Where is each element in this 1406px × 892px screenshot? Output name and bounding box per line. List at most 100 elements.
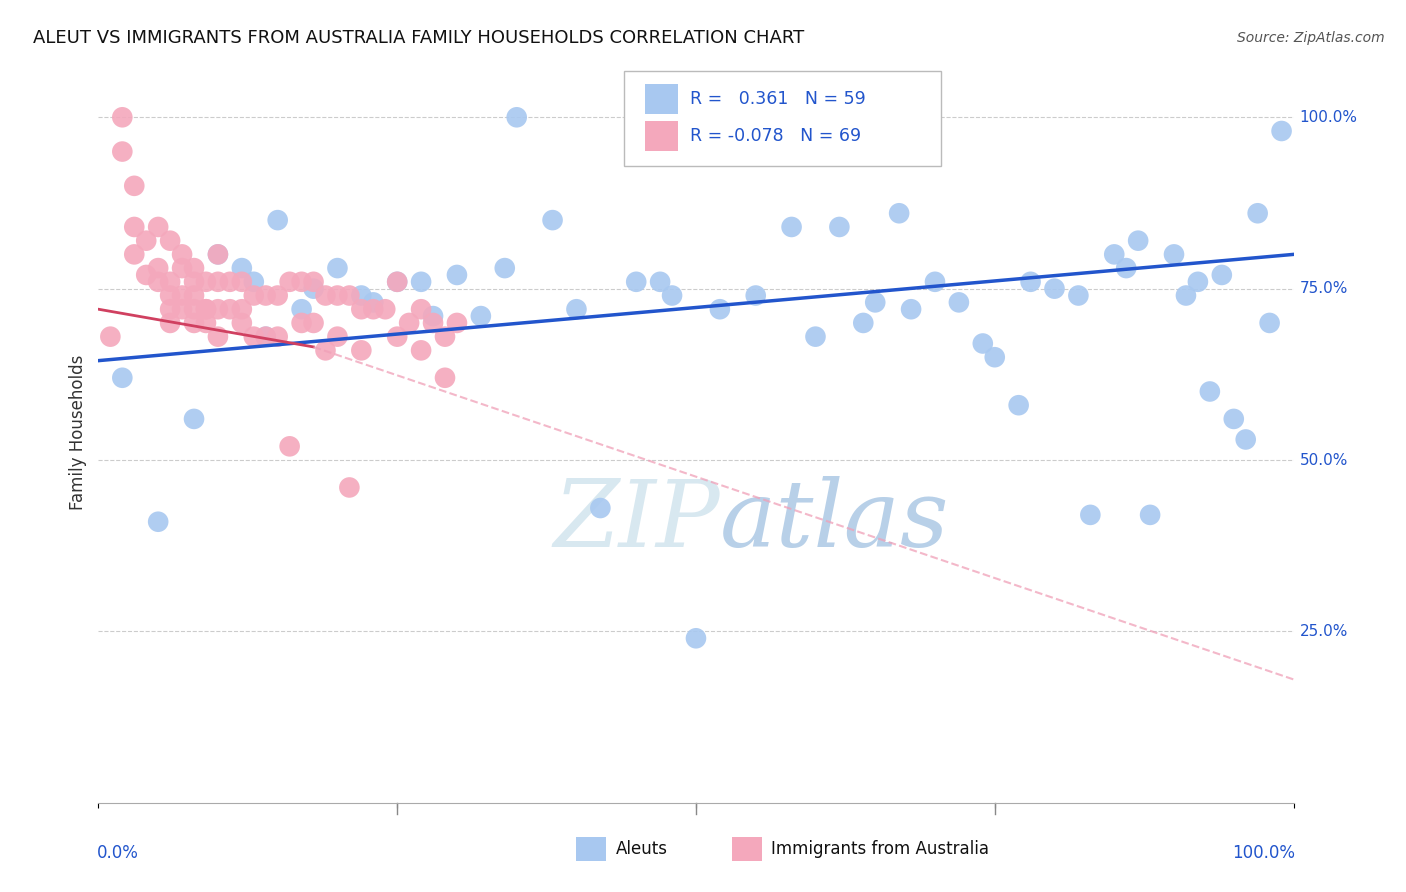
Point [326,261,349,276]
Point [254,329,277,343]
Point [267,329,290,343]
Point [159,288,181,302]
Point [183,261,205,276]
Point [148,515,170,529]
Point [350,302,373,317]
Point [984,350,1007,364]
Point [159,275,181,289]
Point [267,213,290,227]
Point [148,275,170,289]
Point [231,316,253,330]
Point [422,316,444,330]
Point [1128,234,1150,248]
Point [148,219,170,234]
Point [291,275,314,289]
Point [889,206,911,220]
Point [195,275,218,289]
FancyBboxPatch shape [644,121,678,151]
Point [506,110,529,124]
Point [661,288,683,302]
Point [1199,384,1222,399]
Point [374,302,396,317]
Point [828,219,851,234]
Point [254,288,277,302]
Point [565,302,588,317]
Point [745,288,768,302]
Point [195,316,218,330]
Point [1187,275,1209,289]
Point [363,302,385,317]
Point [207,275,229,289]
Point [326,288,349,302]
Text: 100.0%: 100.0% [1299,110,1358,125]
Point [446,316,468,330]
Point [315,343,337,358]
Text: ALEUT VS IMMIGRANTS FROM AUSTRALIA FAMILY HOUSEHOLDS CORRELATION CHART: ALEUT VS IMMIGRANTS FROM AUSTRALIA FAMIL… [32,29,804,47]
Point [470,309,492,323]
Text: Immigrants from Australia: Immigrants from Australia [772,839,990,858]
Point [1271,124,1294,138]
Point [1043,282,1066,296]
Y-axis label: Family Households: Family Households [69,355,87,510]
Point [172,288,194,302]
Text: 50.0%: 50.0% [1299,452,1348,467]
Point [1115,261,1137,276]
Point [124,219,146,234]
Point [291,316,314,330]
Point [494,261,516,276]
Point [195,302,218,317]
Point [446,268,468,282]
Point [183,275,205,289]
Point [1019,275,1042,289]
Text: 75.0%: 75.0% [1299,281,1348,296]
Point [231,261,253,276]
Point [195,302,218,317]
Point [1247,206,1270,220]
Text: 100.0%: 100.0% [1232,844,1295,862]
Point [172,261,194,276]
Point [422,309,444,323]
Point [363,295,385,310]
Point [385,275,409,289]
Text: ZIP: ZIP [553,476,720,566]
Point [315,288,337,302]
Point [924,275,946,289]
Point [1163,247,1185,261]
Point [243,288,266,302]
Point [124,247,146,261]
Point [1211,268,1233,282]
Point [434,371,457,385]
Point [339,288,361,302]
Point [411,275,433,289]
Point [219,275,242,289]
Point [398,316,420,330]
Point [1223,412,1246,426]
Point [111,110,134,124]
Point [207,329,229,343]
Point [183,316,205,330]
Point [852,316,875,330]
Point [207,247,229,261]
Point [302,275,325,289]
Point [411,343,433,358]
Text: Source: ZipAtlas.com: Source: ZipAtlas.com [1237,31,1385,45]
Point [291,302,314,317]
FancyBboxPatch shape [624,71,941,166]
Point [648,275,672,289]
Point [1080,508,1102,522]
Point [219,302,242,317]
Point [1258,316,1281,330]
Point [302,282,325,296]
Point [1067,288,1090,302]
Point [709,302,731,317]
Point [302,316,325,330]
Point [972,336,994,351]
FancyBboxPatch shape [644,84,678,113]
Point [1234,433,1257,447]
Point [339,480,361,494]
Point [148,261,170,276]
Point [111,145,134,159]
Point [350,343,373,358]
Point [541,213,564,227]
Point [159,302,181,317]
